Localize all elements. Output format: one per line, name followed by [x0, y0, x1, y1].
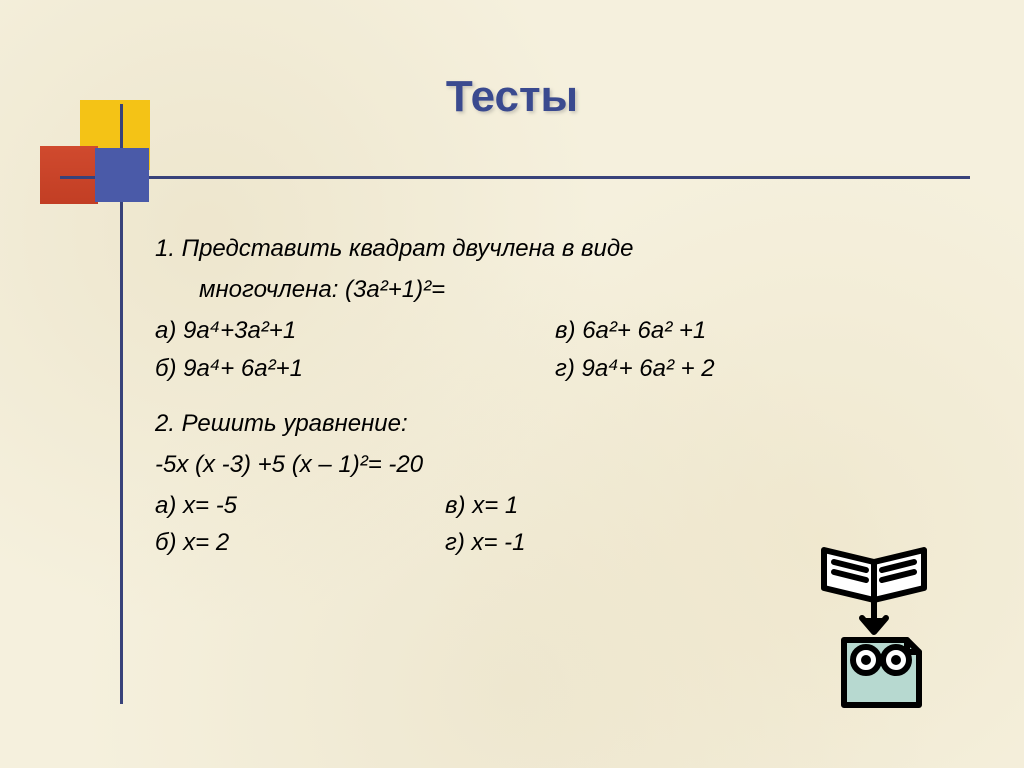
q1-prompt-line2: многочлена: (3а²+1)²= — [155, 271, 935, 308]
q2-prompt: 2. Решить уравнение: — [155, 405, 935, 442]
q1-prompt-line1: 1. Представить квадрат двучлена в виде — [155, 230, 935, 267]
logo-red-square — [40, 146, 98, 204]
logo-blue-square — [95, 148, 149, 202]
q2-option-v: в) х= 1 — [445, 487, 935, 524]
slide-body: 1. Представить квадрат двучлена в виде м… — [155, 230, 935, 562]
q2-option-b: б) х= 2 — [155, 524, 445, 561]
q1-option-b: б) 9а⁴+ 6а²+1 — [155, 350, 555, 387]
q1-option-a: а) 9а⁴+3а²+1 — [155, 312, 555, 349]
book-clipart-icon — [804, 540, 954, 710]
divider-horizontal — [60, 176, 970, 179]
q2-equation: -5х (х -3) +5 (х – 1)²= -20 — [155, 446, 935, 483]
slide-title: Тесты — [0, 72, 1024, 122]
q1-option-v: в) 6а²+ 6а² +1 — [555, 312, 935, 349]
q1-option-g: г) 9а⁴+ 6а² + 2 — [555, 350, 935, 387]
q2-option-a: а) х= -5 — [155, 487, 445, 524]
